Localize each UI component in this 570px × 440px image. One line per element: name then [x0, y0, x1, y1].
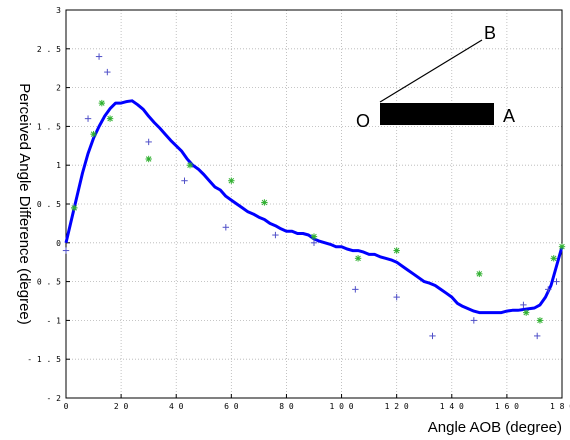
marker-stroke — [523, 309, 529, 316]
grid — [66, 10, 562, 398]
x-tick-label: 1 2 0 — [385, 402, 409, 411]
y-tick-label: 1 . 5 — [37, 122, 61, 131]
marker-stroke — [311, 233, 317, 240]
x-tick-label: 1 0 0 — [330, 402, 354, 411]
label-o: O — [356, 111, 370, 131]
x-tick-label: 1 8 0 — [550, 402, 570, 411]
series-layer — [62, 53, 566, 340]
star-point — [354, 255, 362, 262]
y-tick-label: 3 — [56, 6, 61, 15]
marker-stroke — [99, 100, 105, 106]
x-tick-label: 6 0 — [224, 402, 239, 411]
marker-stroke — [71, 205, 78, 211]
y-axis-title: Perceived Angle Difference (degree) — [16, 83, 33, 325]
plus-point — [534, 332, 541, 340]
y-tick-label: - 1 — [47, 316, 62, 325]
star-point — [558, 243, 566, 250]
marker-stroke — [550, 255, 557, 262]
plot-area-frame — [65, 9, 563, 399]
y-tick-label: 1 — [56, 161, 61, 170]
label-a: A — [503, 106, 515, 126]
ray-ob-line — [379, 39, 483, 103]
marker-stroke — [559, 243, 565, 250]
x-tick-label: 1 4 0 — [440, 402, 464, 411]
marker-stroke — [476, 271, 483, 277]
star-point — [522, 309, 530, 316]
plus-point — [352, 286, 359, 293]
x-tick-label: 2 0 — [114, 402, 129, 411]
plus-point — [62, 247, 70, 254]
marker-stroke — [107, 115, 113, 122]
star-point — [536, 317, 544, 324]
marker-stroke — [145, 156, 152, 162]
angle-diagram: O A B — [356, 23, 515, 131]
marker-stroke — [90, 131, 97, 137]
y-tick-label: 0 — [56, 239, 61, 248]
plus-point — [84, 115, 92, 122]
plus-point — [429, 332, 436, 340]
plus-point — [222, 224, 230, 231]
star-point — [550, 255, 557, 262]
marker-stroke — [261, 199, 268, 206]
star-point — [186, 162, 194, 169]
marker-stroke — [228, 177, 235, 184]
y-tick-label: 2 . 5 — [37, 45, 61, 54]
y-tick-label: - 2 — [47, 394, 62, 403]
plus-point — [553, 278, 560, 285]
star-point — [90, 130, 97, 138]
star-point — [71, 204, 78, 212]
marker-stroke — [187, 162, 193, 168]
star-point — [228, 177, 235, 184]
fit-curve-line — [64, 99, 564, 315]
plus-point — [470, 317, 478, 324]
x-tick-label: 1 6 0 — [495, 402, 519, 411]
label-b: B — [484, 23, 496, 43]
plus-point — [272, 231, 279, 239]
ray-oa-bar — [380, 103, 494, 125]
plus-point — [520, 301, 527, 309]
plus-point — [181, 177, 188, 184]
star-point — [393, 247, 400, 254]
plus-point — [104, 68, 111, 76]
x-axis-title: Angle AOB (degree) — [428, 419, 562, 436]
marker-stroke — [537, 317, 543, 324]
y-tick-label: - 0 . 5 — [27, 278, 61, 287]
plus-point — [393, 293, 400, 301]
y-tick-label: - 1 . 5 — [27, 355, 61, 364]
x-tick-label: 4 0 — [169, 402, 184, 411]
x-tick-label: 8 0 — [279, 402, 294, 411]
marker-stroke — [393, 247, 400, 254]
star-point — [145, 155, 152, 163]
plus-point — [310, 239, 318, 246]
y-tick-label: 2 — [56, 84, 61, 93]
x-tick-label: 0 — [64, 402, 69, 411]
star-point — [310, 233, 318, 240]
plus-point — [545, 286, 552, 293]
star-point — [106, 115, 114, 122]
x-axis: 0 2 0 4 0 6 0 8 0 1 0 0 1 2 0 1 4 0 1 6 0 1 8 0 — [64, 394, 570, 411]
y-axis: - 2 - 1 . 5 - 1 - 0 . 5 0 0 . 5 1 1 . 5 2 2 . 5 3 — [27, 6, 70, 403]
y-tick-label: 0 . 5 — [37, 200, 61, 209]
star-point — [476, 270, 483, 278]
marker-stroke — [355, 255, 361, 262]
star-point — [261, 199, 268, 206]
plus-point — [95, 53, 103, 60]
star-point — [98, 99, 106, 107]
plus-point — [145, 138, 152, 146]
